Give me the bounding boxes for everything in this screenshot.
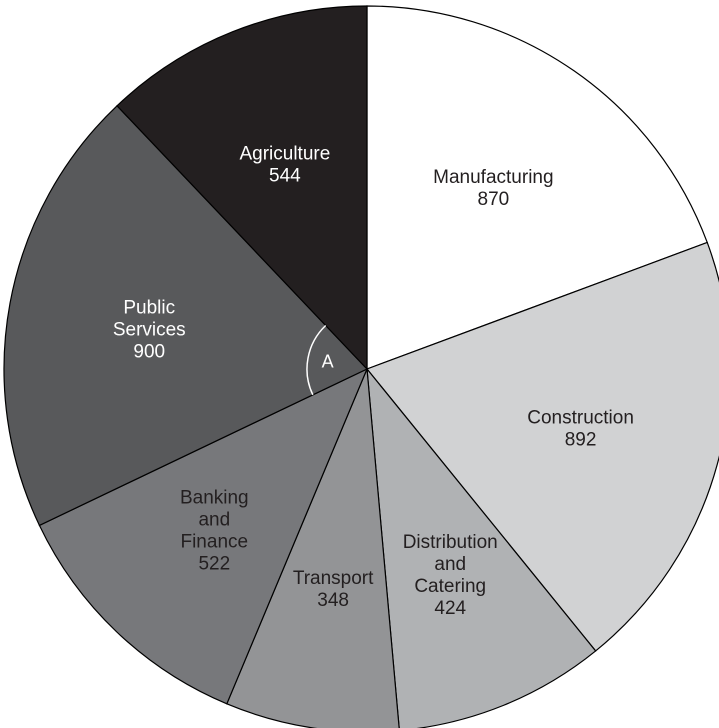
slice-value: 870 [478,189,510,210]
slice-category-text: Agriculture [239,143,330,164]
slice-label-manufacturing: Manufacturing 870 [433,167,553,210]
pie-slices [3,5,719,728]
slice-category-text: Transport [293,568,374,589]
slice-category-text: and [198,509,230,530]
slice-category-text: Public [123,298,175,319]
slice-label-agriculture: Agriculture 544 [239,143,330,186]
slice-label-public-services: Public Services 900 [113,298,186,363]
slice-label-banking-and-finance: Banking and Finance 522 [180,487,249,574]
slice-value: 544 [269,165,301,186]
slice-category-text: and [434,554,466,575]
pie-slice-banking-and-finance [38,367,369,705]
slice-label-distribution-and-catering: Distribution and Catering 424 [403,532,498,619]
pie-slice-construction [366,241,719,652]
pie-slice-distribution-and-catering [366,367,597,728]
slice-category-text: Banking [180,487,249,508]
pie-slice-agriculture [116,5,368,371]
slice-category-text: Construction [527,407,634,428]
slice-category-text: Catering [414,576,486,597]
slice-label-transport: Transport 348 [293,568,374,611]
slice-value: 522 [198,553,230,574]
angle-marker-arc [306,324,327,396]
angle-marker-label: A [322,352,334,372]
slice-category-text: Manufacturing [433,167,553,188]
angle-markers: A [306,324,334,396]
slice-labels: Manufacturing 870 Construction 892 Distribut… [113,143,634,619]
slice-value: 348 [317,590,349,611]
pie-slice-manufacturing [366,5,709,370]
slice-value: 424 [434,598,466,619]
slice-label-construction: Construction 892 [527,407,634,450]
slice-category-text: Distribution [403,532,498,553]
pie-slice-public-services [3,104,369,527]
slice-value: 892 [565,429,597,450]
slice-category-text: Services [113,320,186,341]
slice-category-text: Finance [180,531,248,552]
slice-value: 900 [133,342,165,363]
